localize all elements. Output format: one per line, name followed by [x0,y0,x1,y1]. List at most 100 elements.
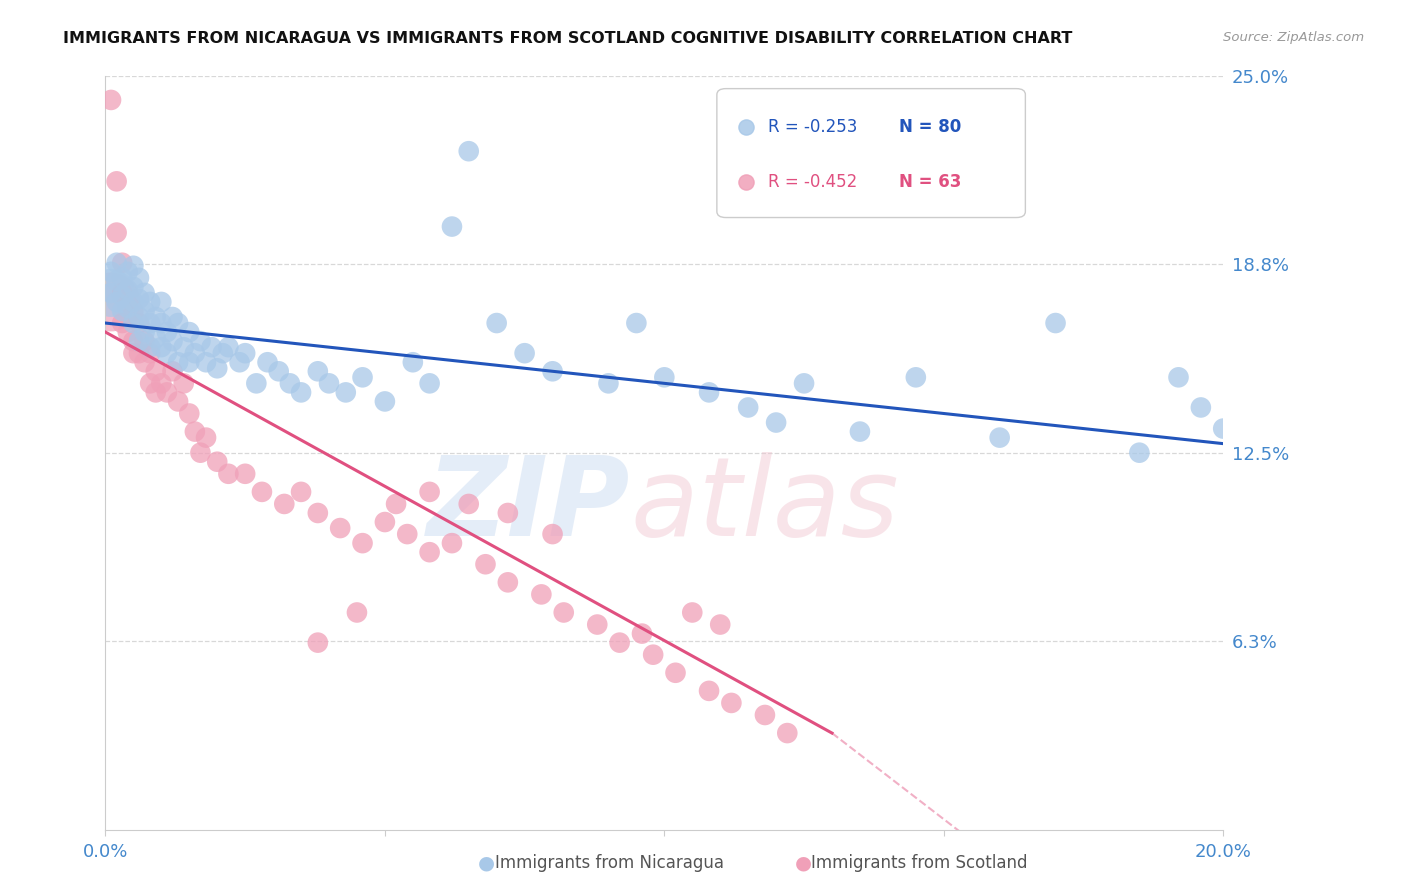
Point [150,294,173,310]
Point [195,355,218,369]
Point [117,301,139,315]
Point [1212,421,1234,435]
Point [128,270,150,285]
Point [307,635,329,649]
Point [233,467,256,481]
Point [849,425,872,439]
Point [988,431,1011,445]
Point [793,376,815,391]
Point [122,259,145,273]
Point [117,294,139,310]
Point [105,256,128,270]
Point [754,708,776,723]
Point [128,316,150,330]
Point [190,445,212,460]
Point [117,283,139,297]
Point [245,376,267,391]
Point [440,219,463,234]
Point [156,325,179,339]
Point [145,310,167,324]
Point [541,364,564,378]
Point [457,144,479,159]
Text: Source: ZipAtlas.com: Source: ZipAtlas.com [1223,31,1364,45]
Point [598,376,620,391]
Point [134,304,156,318]
Point [335,385,357,400]
Point [664,665,686,680]
Point [184,346,207,360]
Point [179,325,201,339]
Point [117,265,139,279]
Point [105,226,128,240]
Point [419,545,441,559]
Text: ●: ● [478,854,495,872]
Point [184,425,207,439]
Point [273,497,295,511]
Point [145,331,167,345]
Point [100,285,122,300]
Point [100,294,122,310]
Point [167,394,190,409]
Point [162,334,184,348]
Point [765,416,787,430]
Point [195,431,218,445]
Point [122,346,145,360]
Point [457,497,479,511]
Point [190,334,212,348]
Point [105,174,128,188]
Point [128,334,150,348]
Point [586,617,609,632]
Point [100,285,122,300]
Point [1128,445,1150,460]
Text: IMMIGRANTS FROM NICARAGUA VS IMMIGRANTS FROM SCOTLAND COGNITIVE DISABILITY CORRE: IMMIGRANTS FROM NICARAGUA VS IMMIGRANTS … [63,31,1073,46]
Point [419,484,441,499]
FancyBboxPatch shape [717,88,1025,218]
Point [111,289,134,303]
Point [128,346,150,360]
Point [134,334,156,348]
Point [139,376,162,391]
Point [329,521,352,535]
Point [307,364,329,378]
Point [513,346,536,360]
Point [374,394,396,409]
Point [256,355,278,369]
Point [167,355,190,369]
Point [278,376,301,391]
Point [496,506,519,520]
Point [1189,401,1212,415]
Point [139,294,162,310]
Point [709,617,731,632]
Point [776,726,799,740]
Text: Immigrants from Nicaragua: Immigrants from Nicaragua [495,855,724,872]
Point [179,407,201,421]
Point [122,294,145,310]
Point [681,606,703,620]
Text: ●: ● [794,854,811,872]
Point [474,558,496,572]
Point [626,316,648,330]
Text: Immigrants from Scotland: Immigrants from Scotland [811,855,1028,872]
Point [496,575,519,590]
Point [100,265,122,279]
Point [217,340,239,354]
Point [440,536,463,550]
Point [643,648,665,662]
Point [111,304,134,318]
Point [173,376,195,391]
Point [290,484,312,499]
Point [117,325,139,339]
Point [150,376,173,391]
Point [904,370,927,384]
Point [156,346,179,360]
Point [100,93,122,107]
Point [207,361,229,376]
Text: R = -0.253: R = -0.253 [768,119,858,136]
Point [111,285,134,300]
Point [122,334,145,348]
Point [720,696,742,710]
Point [207,455,229,469]
Point [105,294,128,310]
Text: ZIP: ZIP [427,452,631,559]
Point [167,316,190,330]
